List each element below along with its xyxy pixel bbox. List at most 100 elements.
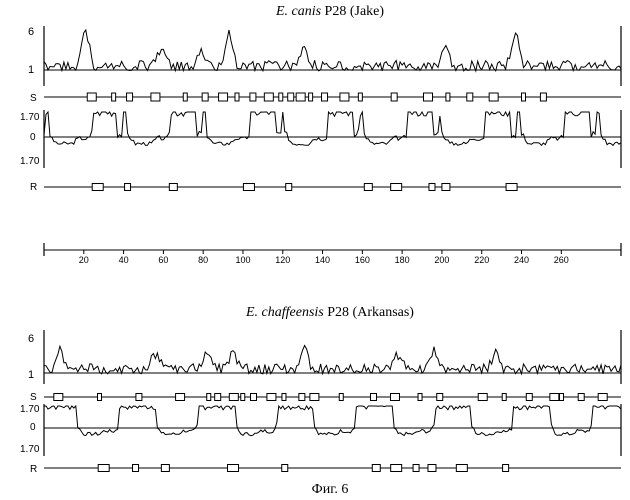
panel-1-antigenicity-baseline-label: 1 [28, 64, 34, 76]
axis-tick-label: 40 [119, 255, 129, 265]
track-box [370, 394, 376, 401]
track-box [169, 184, 177, 191]
track-box [250, 93, 256, 101]
panel-2-antigenicity-max-label: 6 [28, 333, 34, 345]
axis-tick-label: 260 [554, 255, 569, 265]
track-box [478, 394, 487, 401]
panel-1-hydro-min-label: 1.70 [20, 156, 40, 167]
axis-tick-label: 200 [434, 255, 449, 265]
track-box [309, 93, 313, 101]
track-box [322, 93, 328, 101]
track-box [98, 394, 102, 401]
track-box [429, 184, 435, 191]
track-box [372, 465, 380, 472]
track-box [299, 394, 305, 401]
track-box [151, 93, 160, 101]
axis-tick-label: 240 [514, 255, 529, 265]
track-box [176, 394, 185, 401]
track-box [578, 394, 584, 401]
axis-tick-label: 140 [315, 255, 330, 265]
track-box [424, 93, 433, 101]
axis-tick-label: 180 [395, 255, 410, 265]
track-box [391, 184, 402, 191]
panel-1-hydro-trace [44, 112, 621, 145]
track-box [489, 93, 498, 101]
position-axis: 20406080100120140160180200220240260 [44, 243, 621, 265]
panel-2-antigenicity-trace [44, 346, 621, 374]
track-box [364, 184, 372, 191]
track-box [207, 394, 211, 401]
panel-1-region-label: R [30, 182, 37, 193]
axis-tick-label: 160 [355, 255, 370, 265]
track-box [446, 93, 450, 101]
panel-2-antigenicity-baseline-label: 1 [28, 369, 34, 381]
track-box [442, 184, 450, 191]
track-box [202, 93, 208, 101]
track-box [241, 394, 245, 401]
panel-2-surface-label: S [30, 392, 37, 403]
axis-tick-label: 80 [198, 255, 208, 265]
track-box [267, 394, 276, 401]
track-box [279, 93, 283, 101]
track-box [161, 465, 169, 472]
panel-2-hydro-trace [44, 406, 621, 436]
panel-1-antigenicity-max-label: 6 [28, 26, 34, 38]
track-box [391, 93, 397, 101]
track-box [503, 465, 509, 472]
track-box [264, 93, 273, 101]
track-box [358, 93, 362, 101]
track-box [215, 394, 221, 401]
axis-ticks: 20406080100120140160180200220240260 [79, 250, 569, 265]
track-box [286, 184, 292, 191]
axis-tick-label: 100 [235, 255, 250, 265]
panel-1-antigenicity-trace [44, 30, 621, 71]
panel-2-region-label: R [30, 464, 37, 475]
track-box [340, 93, 349, 101]
panel-1-hydro-max-label: 1.70 [20, 112, 40, 123]
track-box [183, 93, 187, 101]
panel-1-hydro-zero-label: 0 [30, 132, 36, 143]
track-box [390, 394, 399, 401]
track-box [456, 465, 467, 472]
track-box [228, 465, 239, 472]
track-box [243, 184, 254, 191]
track-box [112, 93, 116, 101]
track-box [540, 93, 546, 101]
track-box [251, 394, 257, 401]
track-box [391, 465, 402, 472]
track-box [467, 93, 473, 101]
track-box [282, 465, 288, 472]
figure-caption: Фиг. 6 [312, 482, 349, 497]
track-box [310, 394, 319, 401]
panel-1-title: E. canis P28 (Jake) [275, 4, 384, 19]
panel-2-title: E. chaffeensis P28 (Arkansas) [245, 305, 414, 320]
panel-2: E. chaffeensis P28 (Arkansas) 6 1 S 1.70… [20, 305, 621, 475]
track-box [437, 394, 443, 401]
track-box [502, 394, 506, 401]
panel-2-hydro-max-label: 1.70 [20, 404, 40, 415]
panel-1: E. canis P28 (Jake) 6 1 S 1.70 0 1.70 R [20, 4, 621, 193]
track-box [136, 394, 142, 401]
track-box [506, 184, 517, 191]
axis-tick-label: 220 [474, 255, 489, 265]
track-box [87, 93, 96, 101]
track-box [522, 93, 526, 101]
track-box [526, 394, 532, 401]
track-box [296, 93, 305, 101]
track-box [418, 394, 422, 401]
track-box [127, 93, 133, 101]
track-box [235, 93, 239, 101]
track-box [282, 394, 286, 401]
track-box [125, 184, 131, 191]
panel-1-surface-label: S [30, 93, 37, 104]
track-box [219, 93, 228, 101]
track-box [428, 465, 436, 472]
track-box [133, 465, 139, 472]
axis-tick-label: 120 [275, 255, 290, 265]
track-box [54, 394, 63, 401]
track-box [550, 394, 559, 401]
panel-2-hydro-min-label: 1.70 [20, 444, 40, 455]
track-box [98, 465, 109, 472]
